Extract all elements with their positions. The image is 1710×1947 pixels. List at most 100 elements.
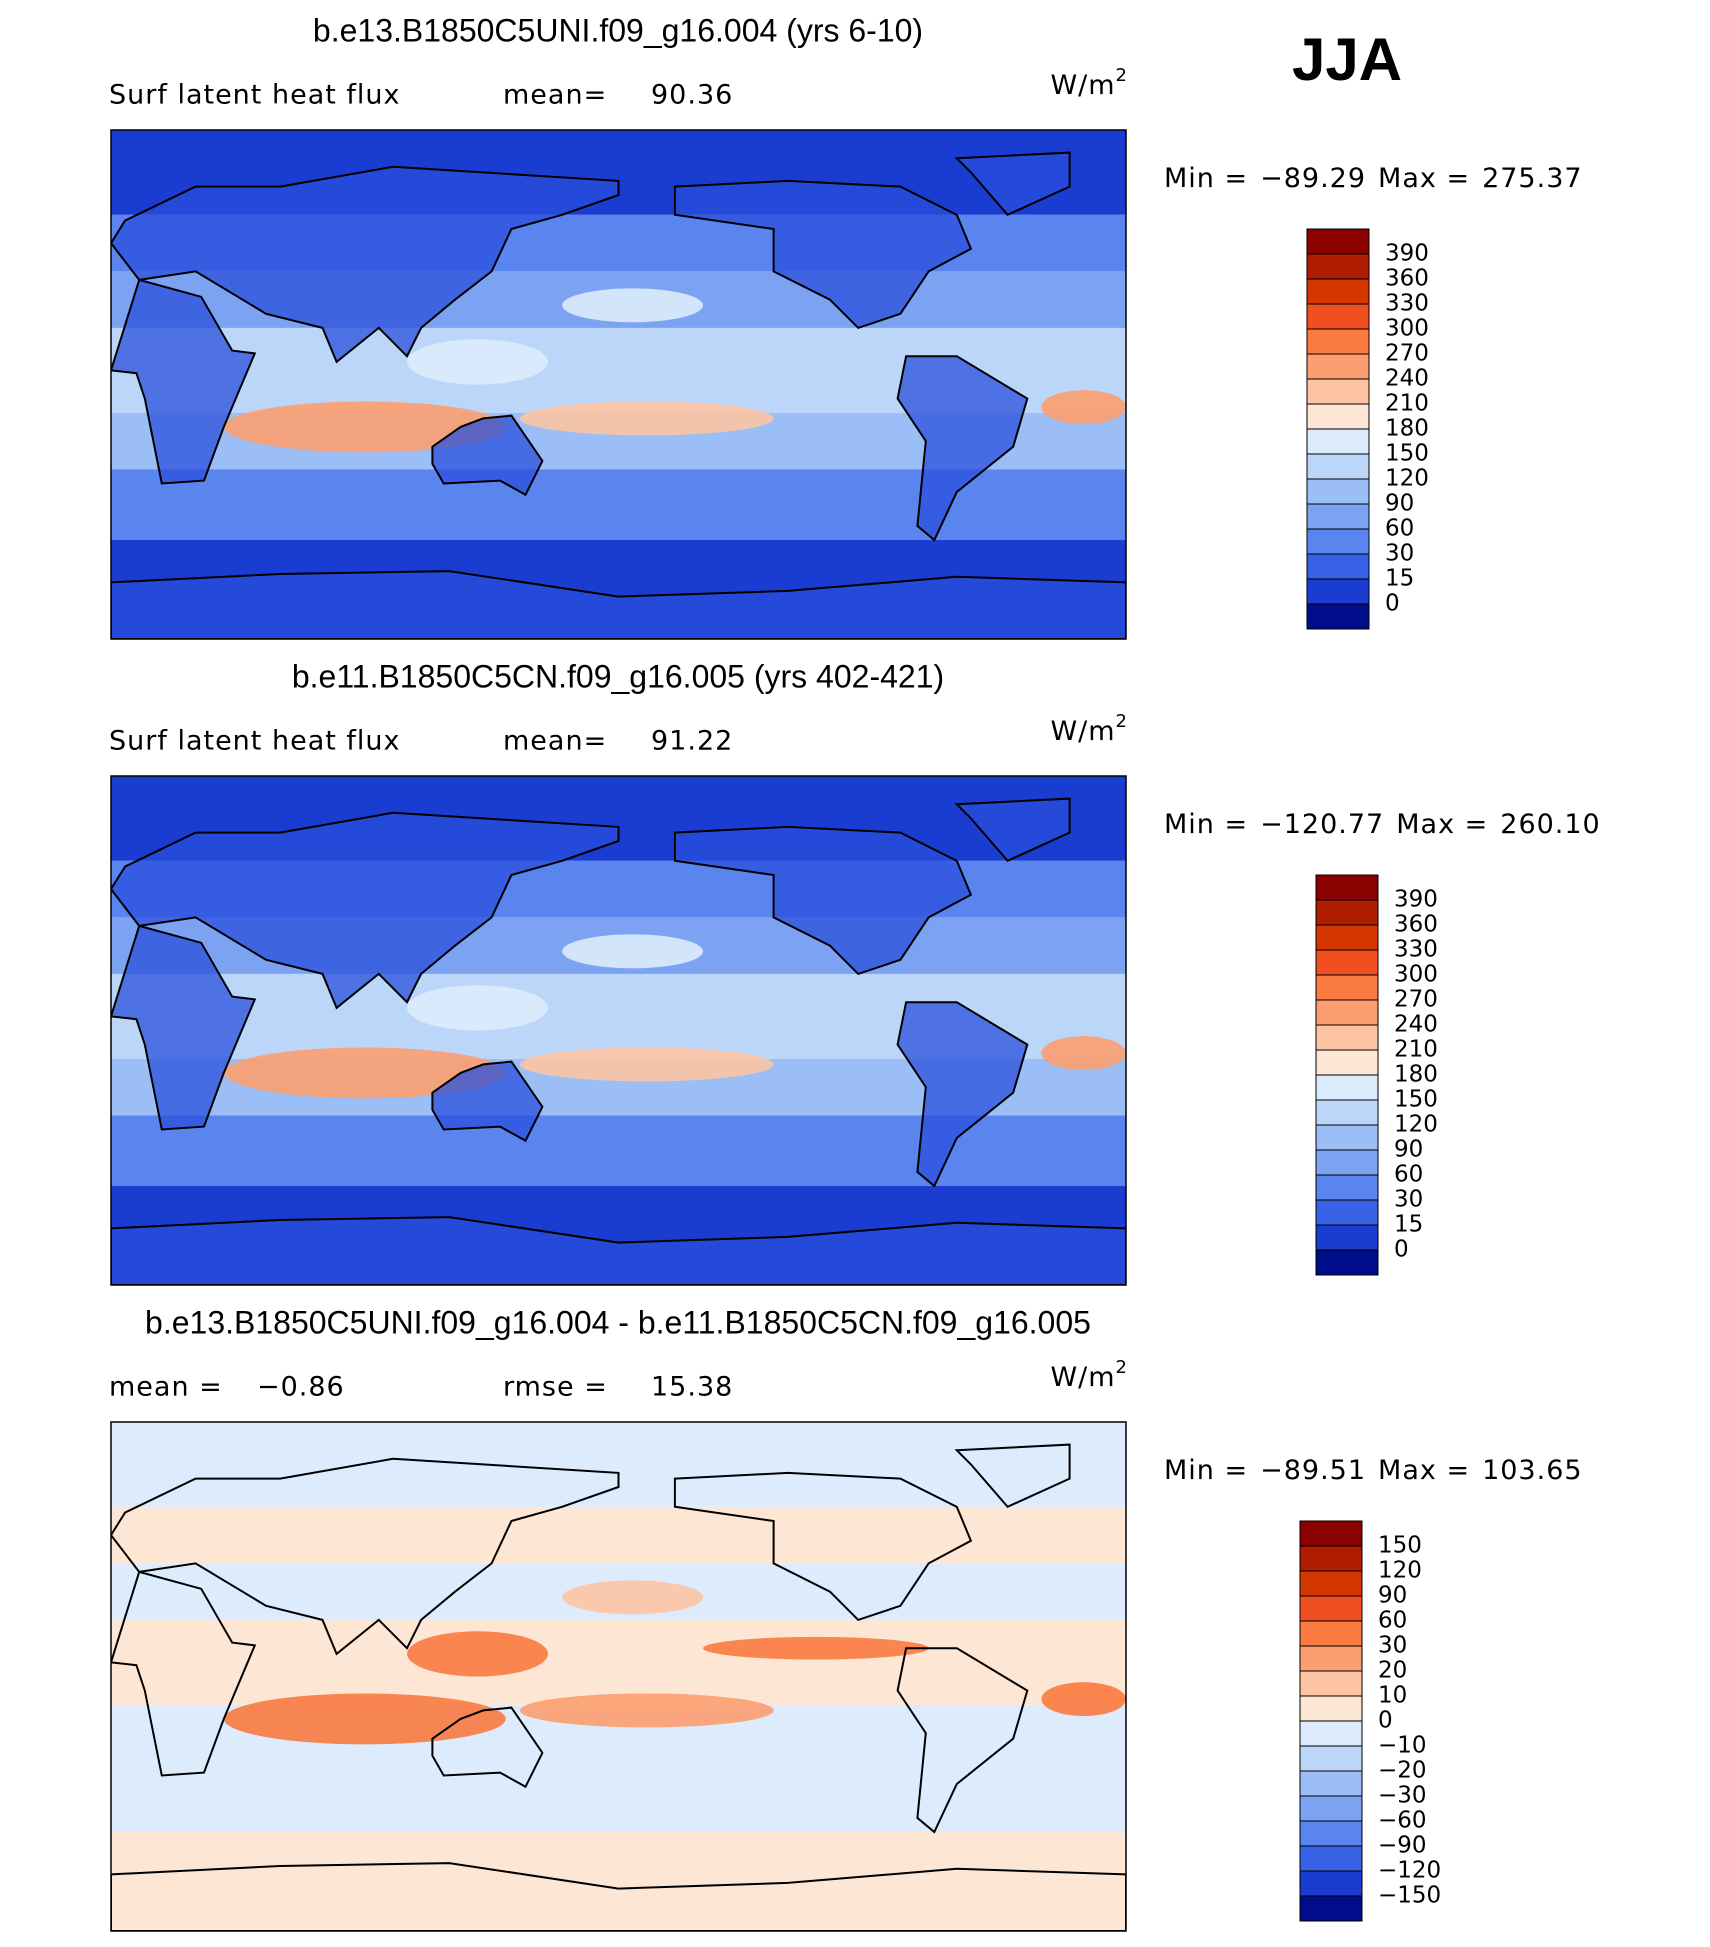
stat-value: 91.22 [651, 726, 733, 757]
colorbar-box [1315, 1249, 1379, 1276]
coastline [896, 1647, 1029, 1834]
map [110, 129, 1127, 640]
coastline [111, 811, 620, 1010]
coastline [111, 278, 257, 485]
colorbar-label: 90 [1378, 1583, 1407, 1609]
colorbar-box [1306, 603, 1370, 630]
colorbar-box [1306, 528, 1370, 555]
map [110, 775, 1127, 1286]
min-max-min: −89.29 [1260, 163, 1366, 194]
min-max-max-label: Max = [1378, 1455, 1470, 1486]
field-band [111, 469, 1126, 541]
field-patch [223, 1047, 506, 1099]
min-max-max-label: Max = [1396, 809, 1488, 840]
units-exponent: 2 [1116, 1357, 1128, 1378]
colorbar-label: 0 [1394, 1237, 1409, 1263]
colorbar-box [1315, 1099, 1379, 1126]
colorbar-box [1306, 453, 1370, 480]
colorbar-box [1306, 378, 1370, 405]
field-patch [1041, 1036, 1126, 1071]
min-max-max: 103.65 [1482, 1455, 1582, 1486]
colorbar-label: −150 [1378, 1883, 1441, 1909]
field-patch [223, 401, 506, 453]
map-field [111, 1422, 1126, 1931]
field-patch [562, 1580, 704, 1615]
field-patch [562, 288, 704, 323]
colorbar-label: 390 [1385, 241, 1429, 267]
colorbar-label: 150 [1394, 1087, 1438, 1113]
coastline [954, 151, 1071, 217]
colorbar-label: 60 [1378, 1608, 1407, 1634]
coastline [111, 165, 620, 364]
coastline [896, 355, 1029, 542]
field-band [111, 1422, 1126, 1507]
min-max-max-label: Max = [1378, 163, 1470, 194]
colorbar-label: 180 [1394, 1062, 1438, 1088]
colorbar-box [1306, 403, 1370, 430]
stat-value: −0.86 [257, 1372, 345, 1403]
colorbar-label: 0 [1378, 1708, 1393, 1734]
colorbar-label: −120 [1378, 1858, 1441, 1884]
colorbar-box [1299, 1670, 1363, 1697]
min-max-min-label: Min = [1164, 163, 1248, 194]
colorbar-box [1299, 1645, 1363, 1672]
colorbar-box [1299, 1595, 1363, 1622]
colorbar-box [1315, 874, 1379, 901]
colorbar-box [1299, 1745, 1363, 1772]
stat-label: mean= [503, 80, 607, 111]
colorbar-box [1299, 1720, 1363, 1747]
coastline [111, 570, 1126, 639]
stat-value: 15.38 [651, 1372, 733, 1403]
colorbar-box [1315, 999, 1379, 1026]
coastline [111, 1570, 257, 1777]
colorbar-box [1315, 899, 1379, 926]
colorbar-label: 360 [1385, 266, 1429, 292]
field-patch [562, 934, 704, 969]
colorbar-label: 300 [1394, 962, 1438, 988]
units: W/m2 [1050, 711, 1128, 747]
colorbar-label: 270 [1394, 987, 1438, 1013]
coastline [896, 1001, 1029, 1188]
colorbar-label: 270 [1385, 341, 1429, 367]
colorbar-box [1306, 303, 1370, 330]
field-patch [703, 344, 929, 368]
colorbar-label: 300 [1385, 316, 1429, 342]
stat-value: 90.36 [651, 80, 733, 111]
colorbar-label: 210 [1385, 391, 1429, 417]
map-field [111, 776, 1126, 1285]
panel-title: b.e11.B1850C5CN.f09_g16.005 (yrs 402-421… [292, 658, 944, 694]
coastline [673, 825, 973, 976]
colorbar-label: 30 [1394, 1187, 1423, 1213]
min-max-max: 260.10 [1500, 809, 1600, 840]
colorbar-box [1315, 1024, 1379, 1051]
colorbar-box [1299, 1820, 1363, 1847]
map-frame [110, 775, 1127, 1286]
coastline [673, 179, 973, 330]
colorbar-box [1315, 1199, 1379, 1226]
stat-label: rmse = [503, 1372, 608, 1403]
colorbar-label: 120 [1385, 466, 1429, 492]
colorbar-box [1315, 1174, 1379, 1201]
colorbar-label: −20 [1378, 1758, 1427, 1784]
colorbar-box [1299, 1770, 1363, 1797]
coastline [954, 1443, 1071, 1509]
field-patch [1041, 1682, 1126, 1717]
units: W/m2 [1050, 1357, 1128, 1393]
coastline [431, 1060, 544, 1143]
field-patch [407, 1631, 549, 1677]
colorbar-box [1315, 974, 1379, 1001]
colorbar-box [1299, 1795, 1363, 1822]
field-patch [519, 1693, 774, 1728]
colorbar-label: 150 [1385, 441, 1429, 467]
map-field [111, 130, 1126, 639]
colorbar-label: 15 [1394, 1212, 1423, 1238]
colorbar-box [1306, 503, 1370, 530]
colorbar-label: 120 [1378, 1558, 1422, 1584]
field-patch [703, 990, 929, 1014]
colorbar-box [1306, 353, 1370, 380]
colorbar-box [1299, 1570, 1363, 1597]
field-patch [519, 401, 774, 436]
field-patch [703, 1636, 929, 1660]
